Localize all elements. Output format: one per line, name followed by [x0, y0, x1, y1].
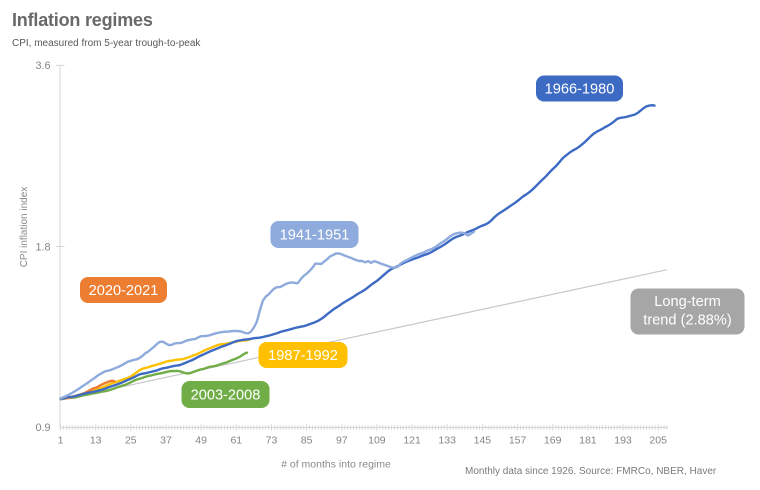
svg-text:73: 73 — [266, 435, 278, 447]
svg-text:109: 109 — [368, 435, 386, 447]
svg-text:37: 37 — [160, 435, 172, 447]
svg-text:1966-1980: 1966-1980 — [545, 82, 615, 98]
svg-text:trend (2.88%): trend (2.88%) — [643, 313, 731, 329]
svg-text:Long-term: Long-term — [654, 294, 721, 310]
svg-text:2020-2021: 2020-2021 — [89, 283, 159, 299]
svg-text:3.6: 3.6 — [35, 60, 50, 72]
svg-text:49: 49 — [195, 435, 207, 447]
svg-text:133: 133 — [438, 435, 456, 447]
svg-text:1941-1951: 1941-1951 — [280, 228, 350, 244]
svg-text:145: 145 — [474, 435, 492, 447]
svg-text:2003-2008: 2003-2008 — [191, 388, 261, 404]
svg-text:61: 61 — [230, 435, 242, 447]
svg-text:181: 181 — [579, 435, 597, 447]
svg-text:121: 121 — [403, 435, 421, 447]
svg-text:CPI inflation index: CPI inflation index — [19, 187, 30, 268]
svg-text:# of months into regime: # of months into regime — [281, 458, 391, 470]
svg-text:205: 205 — [649, 435, 667, 447]
svg-text:97: 97 — [336, 435, 348, 447]
svg-text:1987-1992: 1987-1992 — [268, 348, 338, 364]
svg-text:1.8: 1.8 — [35, 241, 50, 253]
svg-text:157: 157 — [509, 435, 527, 447]
svg-text:85: 85 — [301, 435, 313, 447]
svg-text:193: 193 — [614, 435, 632, 447]
svg-text:1: 1 — [58, 435, 64, 447]
svg-text:25: 25 — [125, 435, 137, 447]
svg-text:0.9: 0.9 — [35, 422, 50, 434]
svg-text:169: 169 — [544, 435, 562, 447]
svg-text:13: 13 — [90, 435, 102, 447]
